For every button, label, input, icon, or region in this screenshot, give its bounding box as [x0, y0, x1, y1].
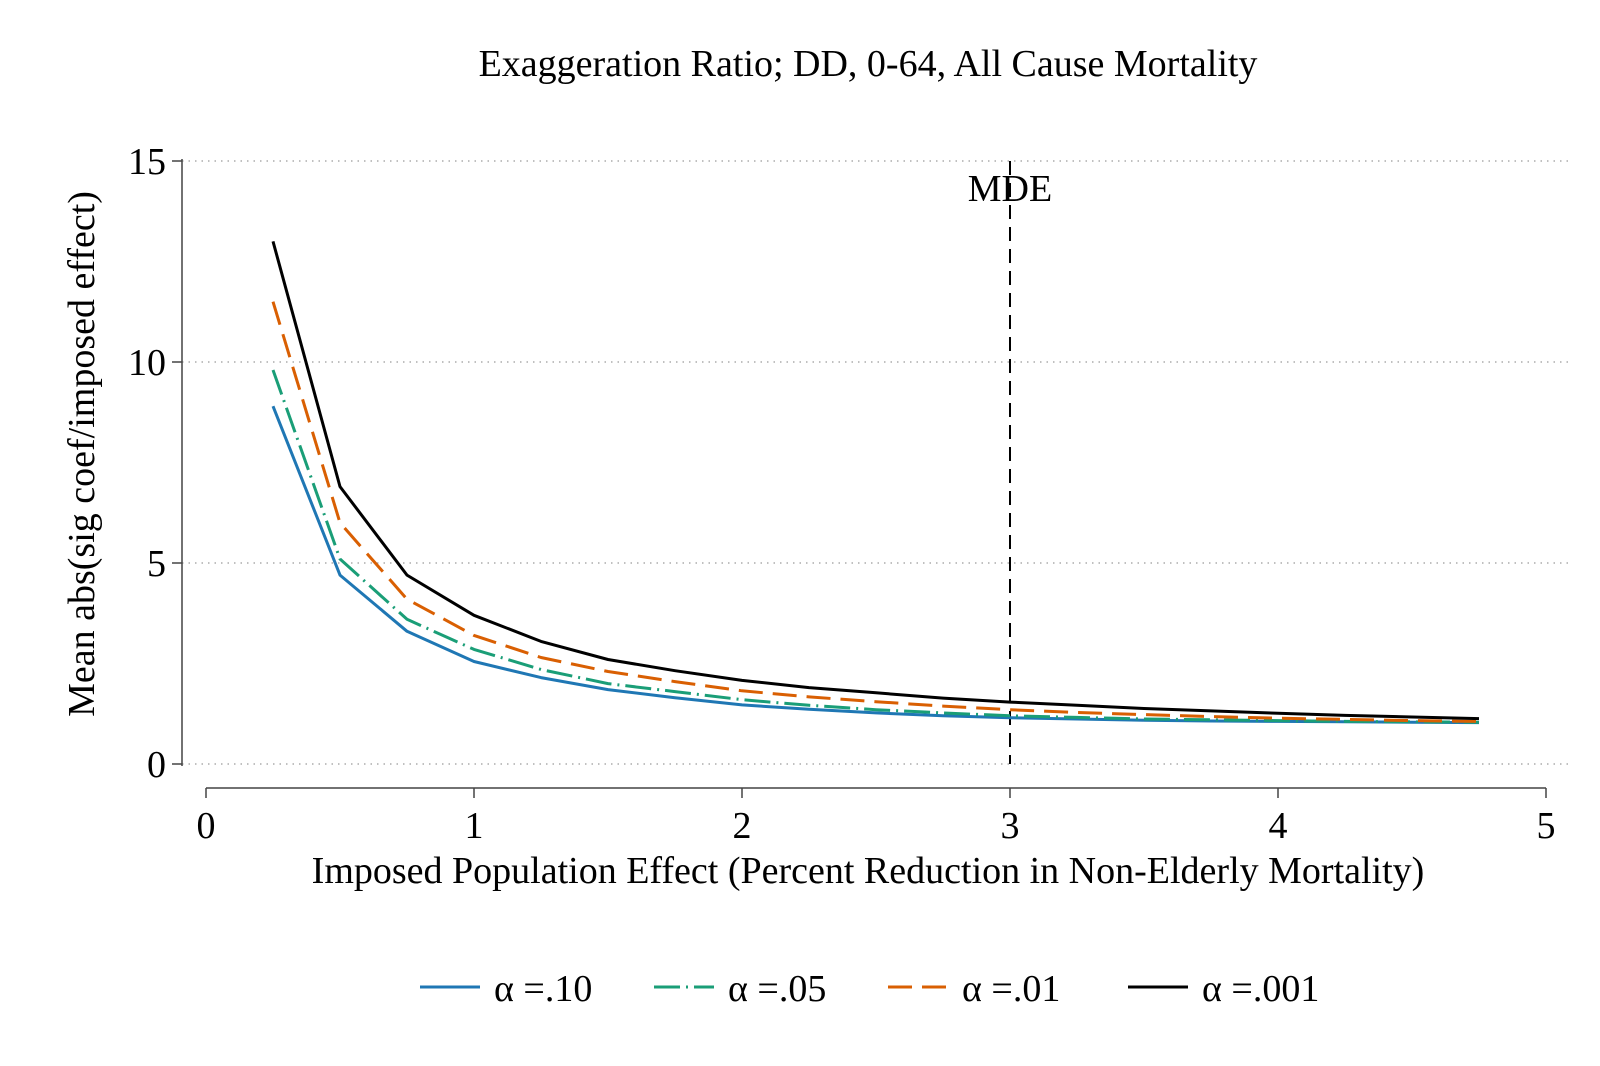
legend-label: α =.05	[728, 968, 826, 1010]
legend-label: α =.01	[962, 968, 1060, 1010]
grid-lines	[182, 160, 1572, 765]
x-tick-label: 4	[1269, 805, 1288, 847]
series-line	[271, 301, 1480, 723]
chart-title: Exaggeration Ratio; DD, 0-64, All Cause …	[479, 43, 1258, 85]
x-tick-label: 1	[465, 805, 484, 847]
y-tick-label: 5	[147, 543, 166, 585]
annotations: MDE	[968, 161, 1052, 764]
legend-label: α =.001	[1202, 968, 1319, 1010]
y-axis-label: Mean abs(sig coef/imposed effect)	[61, 191, 103, 717]
x-tick-label: 0	[197, 805, 216, 847]
x-tick-label: 5	[1537, 805, 1556, 847]
y-tick-label: 0	[147, 744, 166, 786]
legend: α =.10 α =.05 α =.01 α =.001	[420, 968, 1319, 1010]
mde-label: MDE	[968, 168, 1052, 210]
x-tick-label: 3	[1001, 805, 1020, 847]
series-line	[271, 369, 1480, 724]
axes: 0 5 10 15 0 1 2 3 4 5	[128, 141, 1556, 847]
series-line	[271, 405, 1480, 725]
series-line	[271, 241, 1480, 721]
series-lines	[271, 241, 1480, 725]
legend-label: α =.10	[494, 968, 592, 1010]
y-tick-label: 10	[128, 342, 166, 384]
x-tick-label: 2	[733, 805, 752, 847]
y-tick-label: 15	[128, 141, 166, 183]
x-axis-label: Imposed Population Effect (Percent Reduc…	[312, 850, 1425, 892]
